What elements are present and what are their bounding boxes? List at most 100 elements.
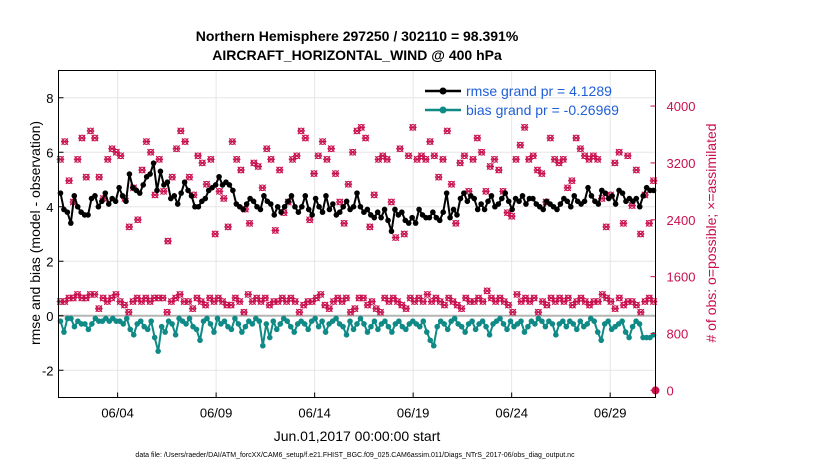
series-point (240, 206, 247, 213)
series-point (598, 337, 605, 344)
obs-assimilated-marker (240, 308, 248, 316)
series-point (516, 198, 522, 205)
series-point (274, 203, 281, 210)
series-point (228, 326, 235, 333)
obs-assimilated-marker (297, 127, 305, 135)
obs-assimilated-marker (235, 297, 244, 306)
obs-assimilated-marker (632, 301, 641, 309)
x-tick-label: 06/19 (397, 406, 430, 421)
legend-rmse-marker (439, 87, 447, 95)
series-point (301, 321, 308, 327)
obs-assimilated-marker (215, 187, 224, 195)
series-point (158, 323, 165, 330)
legend-bias-label: bias grand pr = -0.26969 (466, 102, 619, 118)
obs-assimilated-marker (258, 184, 267, 192)
series-point (256, 318, 263, 325)
obs-assimilated-marker (219, 194, 228, 203)
obs-assimilated-marker (310, 169, 318, 178)
series-point (127, 326, 134, 333)
obs-assimilated-marker (56, 155, 65, 163)
y-tick-label: 0 (46, 309, 53, 324)
series-point (447, 214, 453, 221)
series-point (57, 190, 64, 196)
obs-assimilated-marker (91, 134, 99, 142)
series-point (68, 220, 74, 226)
obs-assimilated-marker (325, 305, 334, 313)
series-point (154, 187, 160, 194)
obs-assimilated-marker (507, 212, 516, 220)
series-point (577, 318, 584, 325)
series-point (361, 321, 367, 327)
series-point (430, 342, 437, 349)
series-point (281, 203, 288, 210)
y-right-tick-label: 2400 (667, 213, 696, 228)
obs-assimilated-marker (546, 134, 555, 142)
series-point (462, 329, 468, 335)
series-point (312, 195, 319, 202)
y-axis-right-ticks: 0 800 1600 2400 3200 4000 (650, 99, 696, 398)
obs-assimilated-marker (90, 290, 99, 299)
series-point (488, 193, 495, 199)
series-point (567, 203, 574, 210)
series-point (174, 201, 181, 207)
obs-assimilated-marker (185, 173, 194, 181)
series-point (461, 190, 467, 196)
series-point (530, 195, 536, 202)
series-point (381, 206, 388, 213)
obs-assimilated-marker (434, 173, 443, 181)
series-point (570, 321, 577, 327)
series-point (441, 321, 448, 327)
series-point (316, 203, 322, 210)
series-point (495, 201, 502, 207)
series-point (434, 323, 441, 330)
x-tick-label: 06/04 (101, 406, 134, 421)
series-point (68, 315, 74, 322)
series-point (309, 212, 315, 218)
series-point (469, 318, 475, 325)
series-point (71, 193, 78, 199)
obs-assimilated-marker (82, 173, 91, 181)
obs-assimilated-marker (649, 177, 658, 185)
series-point (61, 329, 67, 335)
obs-count-markers (56, 123, 660, 395)
obs-assimilated-marker (227, 301, 235, 309)
series-point (486, 332, 493, 338)
series-point (354, 321, 360, 327)
series-point (287, 323, 294, 330)
series-point (502, 190, 509, 196)
series-point (340, 323, 346, 330)
obs-assimilated-marker (125, 223, 134, 231)
series-point (563, 323, 570, 330)
series-point (211, 329, 217, 335)
series-point (95, 203, 102, 210)
series-point (82, 321, 88, 327)
series-point (481, 206, 488, 213)
obs-assimilated-marker (254, 162, 262, 171)
obs-assimilated-marker (636, 308, 645, 316)
obs-assimilated-marker (423, 290, 432, 299)
y-right-tick-label: 1600 (667, 270, 696, 285)
series-point (396, 318, 402, 325)
x-tick-label: 06/14 (298, 406, 331, 421)
obs-assimilated-marker (202, 180, 211, 188)
series-point (64, 209, 71, 215)
series-point (261, 193, 267, 199)
legend-bias-marker (439, 106, 447, 114)
series-point (416, 206, 422, 213)
series-point (540, 206, 546, 213)
obs-assimilated-marker (469, 155, 477, 163)
series-point (291, 329, 298, 335)
series-point (204, 315, 210, 322)
obs-assimilated-marker (615, 294, 624, 302)
obs-assimilated-marker (318, 137, 327, 146)
obs-assimilated-marker (400, 230, 409, 238)
obs-assimilated-marker (314, 152, 323, 160)
series-point (193, 326, 200, 333)
obs-assimilated-marker (632, 166, 641, 174)
series-point (169, 321, 175, 327)
obs-assimilated-marker (447, 180, 456, 188)
series-point (195, 203, 202, 210)
series-point (136, 190, 143, 196)
series-point (557, 201, 564, 207)
